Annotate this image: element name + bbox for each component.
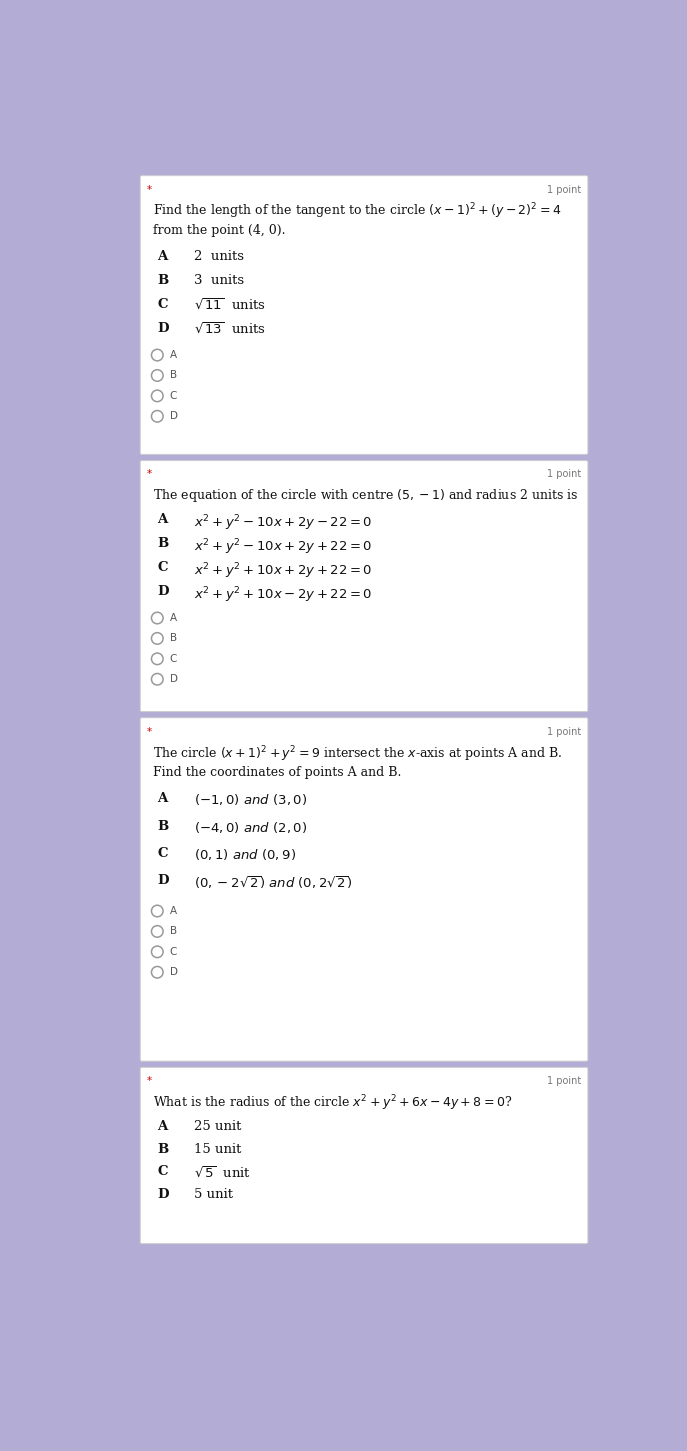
Text: C: C (157, 562, 168, 575)
Text: The equation of the circle with centre $(5,-1)$ and radius 2 units is: The equation of the circle with centre $… (153, 486, 578, 503)
Text: B: B (170, 926, 177, 936)
Text: C: C (170, 390, 177, 400)
Text: 1 point: 1 point (547, 470, 581, 479)
Text: B: B (157, 274, 168, 287)
Text: A: A (170, 350, 177, 360)
Text: A: A (157, 1120, 168, 1133)
Text: $x^2+y^2-10x+2y-22=0$: $x^2+y^2-10x+2y-22=0$ (194, 514, 373, 533)
Text: 15 unit: 15 unit (194, 1143, 242, 1156)
Text: $x^2+y^2+10x-2y+22=0$: $x^2+y^2+10x-2y+22=0$ (194, 585, 373, 605)
Text: D: D (157, 1188, 169, 1201)
Text: *: * (147, 727, 153, 737)
FancyBboxPatch shape (140, 460, 588, 711)
Text: B: B (157, 820, 168, 833)
FancyBboxPatch shape (140, 176, 588, 454)
Text: D: D (157, 322, 169, 335)
Text: *: * (147, 184, 153, 194)
Text: $x^2+y^2-10x+2y+22=0$: $x^2+y^2-10x+2y+22=0$ (194, 537, 373, 557)
Text: A: A (170, 612, 177, 622)
Text: A: A (170, 905, 177, 916)
Text: $(-4,0)$ $\mathit{and}$ $(2,0)$: $(-4,0)$ $\mathit{and}$ $(2,0)$ (194, 820, 308, 834)
Text: from the point (4, 0).: from the point (4, 0). (153, 223, 285, 237)
Text: B: B (170, 634, 177, 643)
Text: B: B (157, 1143, 168, 1156)
Text: C: C (157, 847, 168, 860)
Text: *: * (147, 470, 153, 479)
Text: Find the coordinates of points A and B.: Find the coordinates of points A and B. (153, 766, 401, 779)
Text: 5 unit: 5 unit (194, 1188, 234, 1201)
Text: 1 point: 1 point (547, 184, 581, 194)
Text: C: C (170, 948, 177, 956)
Text: A: A (157, 792, 168, 805)
Text: $\sqrt{13}$  units: $\sqrt{13}$ units (194, 322, 267, 337)
Text: $(-1,0)$ $\mathit{and}$ $(3,0)$: $(-1,0)$ $\mathit{and}$ $(3,0)$ (194, 792, 308, 807)
Text: D: D (170, 675, 178, 685)
FancyBboxPatch shape (140, 1068, 588, 1244)
Text: D: D (170, 411, 178, 421)
Text: $(0,-2\sqrt{2})$ $\mathit{and}$ $(0,2\sqrt{2})$: $(0,-2\sqrt{2})$ $\mathit{and}$ $(0,2\sq… (194, 875, 353, 891)
Text: $\sqrt{5}$  unit: $\sqrt{5}$ unit (194, 1165, 251, 1181)
Text: C: C (170, 654, 177, 665)
Text: $x^2+y^2+10x+2y+22=0$: $x^2+y^2+10x+2y+22=0$ (194, 562, 373, 580)
Text: D: D (157, 875, 169, 888)
Text: The circle $(x+1)^2+y^2=9$ intersect the $x$-axis at points A and B.: The circle $(x+1)^2+y^2=9$ intersect the… (153, 744, 562, 763)
Text: *: * (147, 1077, 153, 1087)
Text: 2  units: 2 units (194, 251, 245, 263)
Text: $(0,1)$ $\mathit{and}$ $(0,9)$: $(0,1)$ $\mathit{and}$ $(0,9)$ (194, 847, 297, 862)
Text: D: D (170, 968, 178, 977)
Text: 25 unit: 25 unit (194, 1120, 242, 1133)
Text: A: A (157, 251, 168, 263)
Text: C: C (157, 1165, 168, 1178)
Text: D: D (157, 585, 169, 598)
Text: C: C (157, 297, 168, 311)
Text: B: B (157, 537, 168, 550)
Text: A: A (157, 514, 168, 527)
Text: Find the length of the tangent to the circle $(x-1)^2 +(y-2)^2 =4$: Find the length of the tangent to the ci… (153, 202, 561, 222)
Text: 1 point: 1 point (547, 1077, 581, 1087)
Text: What is the radius of the circle $x^2+y^2+6x-4y+8=0$?: What is the radius of the circle $x^2+y^… (153, 1094, 512, 1113)
Text: 1 point: 1 point (547, 727, 581, 737)
Text: B: B (170, 370, 177, 380)
Text: 3  units: 3 units (194, 274, 245, 287)
FancyBboxPatch shape (140, 718, 588, 1061)
Text: $\sqrt{11}$  units: $\sqrt{11}$ units (194, 297, 267, 313)
